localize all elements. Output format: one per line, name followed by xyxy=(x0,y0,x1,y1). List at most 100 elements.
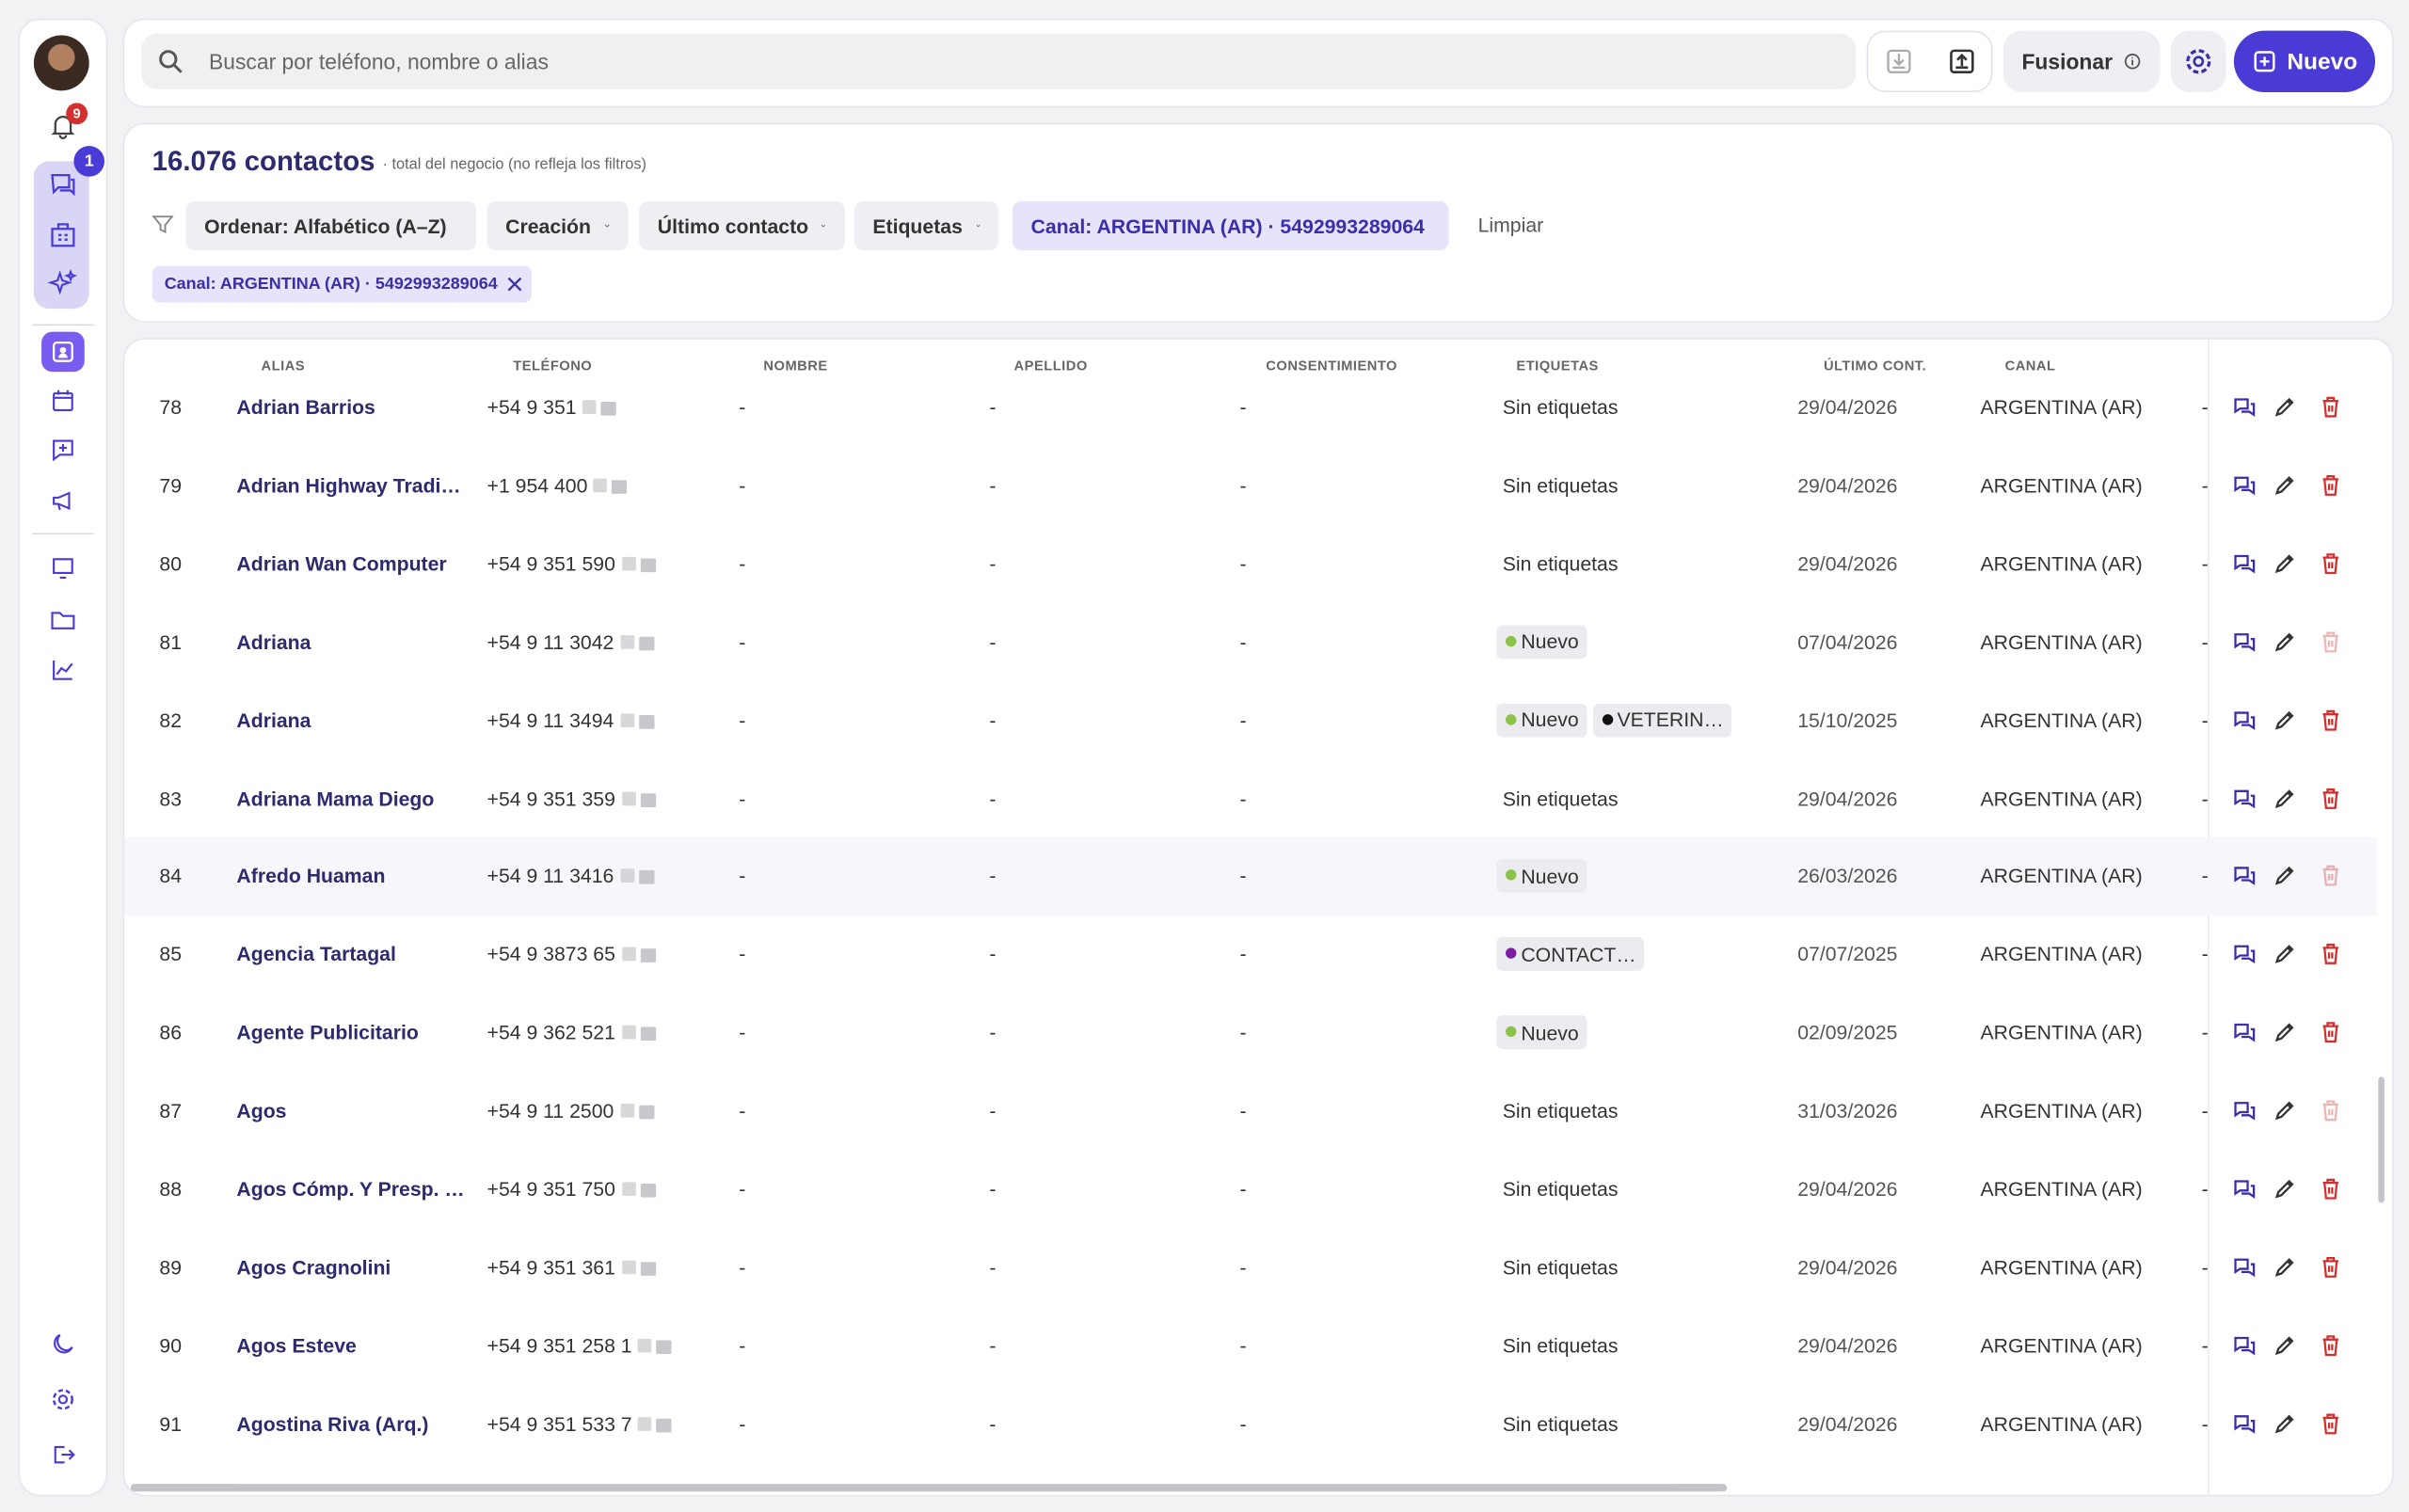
alias[interactable]: Adriana xyxy=(236,708,311,732)
screen-icon[interactable] xyxy=(49,554,76,581)
alias[interactable]: Adrian Highway Tradi… xyxy=(236,473,461,497)
edit[interactable] xyxy=(2273,708,2297,732)
filter-dropdown[interactable]: Creación xyxy=(487,200,629,251)
clear-filters[interactable]: Limpiar xyxy=(1477,213,1544,237)
edit[interactable] xyxy=(2273,786,2297,810)
active-filter-chip[interactable]: Canal: ARGENTINA (AR) · 5492993289064 xyxy=(152,265,532,303)
filter-dropdown[interactable]: Canal: ARGENTINA (AR) · 5492993289064 xyxy=(1012,200,1449,251)
alias[interactable]: Agos Cragnolini xyxy=(236,1255,391,1280)
delete[interactable] xyxy=(2319,1177,2343,1202)
import-button[interactable] xyxy=(1885,48,1912,75)
export-button[interactable] xyxy=(1948,48,1975,75)
delete[interactable] xyxy=(2319,473,2343,498)
search-box[interactable]: Buscar por teléfono, nombre o alias xyxy=(141,33,1857,89)
alias[interactable]: Adrian Wan Computer xyxy=(236,551,447,576)
delete[interactable] xyxy=(2319,1098,2343,1122)
extra: - xyxy=(2201,786,2209,810)
delete[interactable] xyxy=(2319,1333,2343,1358)
delete[interactable] xyxy=(2319,629,2343,654)
h-scrollbar[interactable] xyxy=(130,1484,1728,1492)
add-chat-icon[interactable] xyxy=(49,437,76,464)
edit[interactable] xyxy=(2273,1411,2297,1436)
edit[interactable] xyxy=(2273,395,2297,420)
alias[interactable]: Agos xyxy=(236,1099,287,1122)
edit[interactable] xyxy=(2273,551,2297,576)
sticky-divider xyxy=(2208,339,2210,1495)
delete[interactable] xyxy=(2319,864,2343,888)
filter-dropdown[interactable]: Último contacto xyxy=(639,200,845,251)
consent: - xyxy=(1239,473,1247,497)
alias[interactable]: Agencia Tartagal xyxy=(236,943,396,966)
apellido: - xyxy=(989,1411,997,1436)
open-chat[interactable] xyxy=(2232,629,2257,654)
chart-icon[interactable] xyxy=(49,656,76,683)
merge-button[interactable]: Fusionar xyxy=(2002,30,2161,92)
alias[interactable]: Agente Publicitario xyxy=(236,1021,419,1044)
delete[interactable] xyxy=(2319,786,2343,810)
open-chat[interactable] xyxy=(2232,1177,2257,1202)
channel: ARGENTINA (AR) xyxy=(1980,865,2143,888)
edit[interactable] xyxy=(2273,629,2297,654)
open-chat[interactable] xyxy=(2232,708,2257,732)
delete[interactable] xyxy=(2319,1411,2343,1436)
remove-filter-icon[interactable] xyxy=(506,277,521,292)
avatar[interactable] xyxy=(33,35,89,91)
alias[interactable]: Adriana Mama Diego xyxy=(236,786,435,810)
delete[interactable] xyxy=(2319,551,2343,576)
delete[interactable] xyxy=(2319,942,2343,966)
edit[interactable] xyxy=(2273,1255,2297,1280)
edit[interactable] xyxy=(2273,942,2297,966)
tag-dot xyxy=(1505,947,1517,960)
open-chat[interactable] xyxy=(2232,395,2257,420)
extra: - xyxy=(2201,473,2209,497)
edit[interactable] xyxy=(2273,1177,2297,1202)
settings-icon[interactable] xyxy=(49,1386,76,1413)
open-chat[interactable] xyxy=(2232,786,2257,810)
open-chat[interactable] xyxy=(2232,1333,2257,1358)
apellido: - xyxy=(989,629,997,654)
delete[interactable] xyxy=(2319,1020,2343,1044)
edit-path xyxy=(2274,397,2294,417)
filter-dropdown[interactable]: Etiquetas xyxy=(854,200,999,251)
delete[interactable] xyxy=(2319,1255,2343,1280)
nombre: - xyxy=(739,629,746,654)
logout-icon[interactable] xyxy=(49,1440,76,1468)
v-scrollbar[interactable] xyxy=(2378,1076,2385,1203)
building-icon[interactable] xyxy=(48,219,79,250)
edit[interactable] xyxy=(2273,864,2297,888)
settings-button[interactable] xyxy=(2170,30,2226,92)
calendar-icon[interactable] xyxy=(49,387,76,414)
open-chat[interactable] xyxy=(2232,1020,2257,1044)
filter-label: Canal: ARGENTINA (AR) · 5492993289064 xyxy=(1030,214,1425,238)
alias[interactable]: Agos Cómp. Y Presp. … xyxy=(236,1177,465,1201)
extra: - xyxy=(2201,1411,2209,1436)
delete[interactable] xyxy=(2319,395,2343,420)
new-button[interactable]: Nuevo xyxy=(2233,30,2376,92)
edit[interactable] xyxy=(2273,1020,2297,1044)
alias[interactable]: Adrian Barrios xyxy=(236,395,375,419)
filter-dropdown[interactable]: Ordenar: Alfabético (A–Z) xyxy=(185,200,477,251)
folder-icon[interactable] xyxy=(49,605,76,632)
open-chat[interactable] xyxy=(2232,551,2257,576)
sparkle-icon[interactable] xyxy=(47,269,79,300)
chat-icon[interactable] xyxy=(48,169,79,200)
open-chat[interactable] xyxy=(2232,864,2257,888)
alias[interactable]: Agostina Riva (Arq.) xyxy=(236,1411,429,1436)
megaphone-icon[interactable] xyxy=(49,487,76,515)
open-chat[interactable] xyxy=(2232,473,2257,498)
tag: Nuevo xyxy=(1496,624,1587,659)
edit[interactable] xyxy=(2273,1333,2297,1358)
divider xyxy=(32,533,94,535)
moon-icon[interactable] xyxy=(49,1330,76,1358)
open-chat[interactable] xyxy=(2232,942,2257,966)
open-chat[interactable] xyxy=(2232,1411,2257,1436)
alias[interactable]: Adriana xyxy=(236,629,311,654)
alias[interactable]: Afredo Huaman xyxy=(236,865,386,888)
edit[interactable] xyxy=(2273,473,2297,498)
edit[interactable] xyxy=(2273,1098,2297,1122)
open-chat[interactable] xyxy=(2232,1098,2257,1122)
alias[interactable]: Agos Esteve xyxy=(236,1333,357,1358)
delete[interactable] xyxy=(2319,708,2343,732)
redacted xyxy=(638,636,654,650)
open-chat[interactable] xyxy=(2232,1255,2257,1280)
